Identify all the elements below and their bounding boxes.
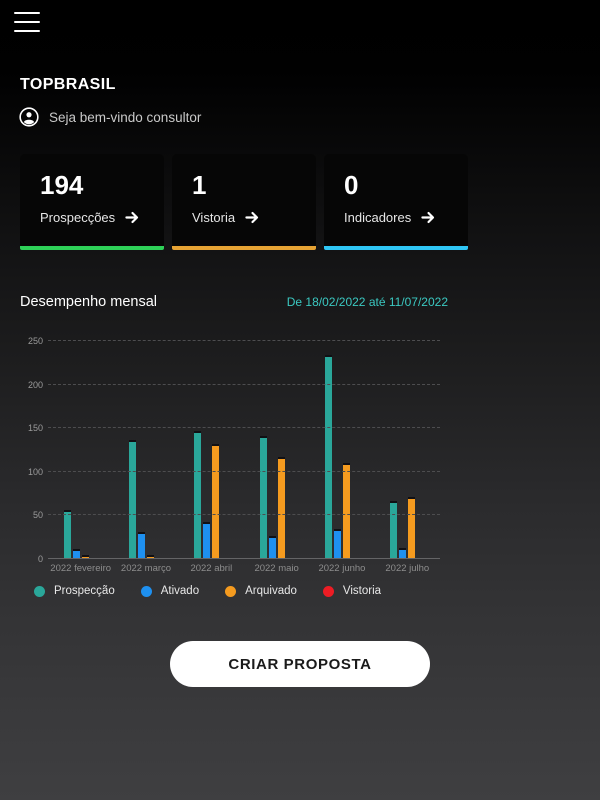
menu-bar — [14, 20, 40, 24]
chart-plot-area — [48, 336, 440, 559]
x-tick-label: 2022 fevereiro — [50, 563, 112, 574]
legend-dot — [322, 585, 334, 597]
y-tick-label: 150 — [27, 423, 43, 434]
bar-group-2022-marco — [113, 440, 178, 558]
card-value: 1 — [192, 170, 207, 200]
card-label: Prospecções — [40, 210, 116, 225]
card-label: Indicadores — [344, 210, 412, 225]
bar-ativado — [333, 529, 341, 558]
monthly-performance-chart: 0 50 100 150 200 250 2022 fevereiro 2022 março… — [20, 336, 448, 574]
bar-group-2022-abril — [179, 430, 244, 558]
bar-prospeccao — [194, 430, 202, 558]
bar-prospeccao — [63, 510, 71, 558]
welcome-row: Seja bem-vindo consultor — [19, 107, 201, 127]
card-indicadores[interactable]: 0 Indicadores — [324, 154, 468, 250]
legend-dot — [225, 585, 237, 597]
menu-icon[interactable] — [14, 12, 40, 32]
bar-arquivado — [212, 443, 220, 558]
arrow-forward-icon[interactable] — [245, 210, 260, 225]
date-range-link[interactable]: De 18/02/2022 até 11/07/2022 — [286, 295, 448, 309]
bar-arquivado — [408, 496, 416, 558]
chart-legend: Prospecção Ativado Arquivado Vistoria — [34, 585, 381, 597]
legend-item-vistoria[interactable]: Vistoria — [322, 585, 382, 597]
card-value: 194 — [40, 170, 84, 200]
chart-y-axis: 0 50 100 150 200 250 — [20, 336, 48, 564]
legend-label: Prospecção — [54, 585, 115, 597]
y-tick-label: 100 — [27, 466, 43, 477]
bar-arquivado — [277, 456, 285, 558]
y-tick-label: 0 — [37, 554, 43, 564]
legend-label: Arquivado — [245, 585, 297, 597]
bar-group-2022-julho — [375, 496, 440, 558]
card-prospeccoes[interactable]: 194 Prospecções — [20, 154, 164, 250]
bar-ativado — [137, 531, 145, 558]
bar-group-2022-fevereiro — [48, 510, 113, 558]
legend-dot — [34, 585, 45, 597]
x-tick-label: 2022 março — [120, 563, 172, 574]
bar-arquivado — [146, 555, 154, 558]
x-tick-label: 2022 abril — [190, 563, 233, 574]
card-label: Vistoria — [192, 210, 236, 225]
y-tick-label: 200 — [27, 379, 43, 390]
gridline — [48, 470, 440, 472]
bar-prospeccao — [259, 435, 267, 558]
card-accent-bar — [20, 246, 164, 250]
gridline — [48, 558, 440, 559]
bar-prospeccao — [324, 354, 332, 558]
performance-header: Desempenho mensal De 18/02/2022 até 11/0… — [20, 294, 448, 310]
x-tick-label: 2022 junho — [318, 563, 366, 574]
bar-ativado — [72, 549, 80, 558]
gridline — [48, 514, 440, 516]
card-value: 0 — [344, 170, 359, 200]
bar-ativado — [268, 536, 276, 558]
arrow-forward-icon[interactable] — [421, 210, 436, 225]
gridline — [48, 383, 440, 385]
bar-arquivado — [342, 462, 350, 558]
bar-ativado — [399, 547, 407, 558]
summary-cards: 194 Prospecções 1 Vistoria 0 Indicado — [20, 154, 468, 250]
chart-x-axis: 2022 fevereiro 2022 março 2022 abril 2022 m… — [48, 563, 440, 574]
bar-arquivado — [81, 555, 89, 558]
x-tick-label: 2022 julho — [385, 563, 430, 574]
y-tick-label: 50 — [32, 510, 43, 521]
arrow-forward-icon[interactable] — [125, 210, 140, 225]
bar-group-2022-maio — [244, 435, 309, 558]
card-vistoria[interactable]: 1 Vistoria — [172, 154, 316, 250]
gridline — [48, 340, 440, 341]
bar-prospeccao — [128, 440, 136, 558]
person-icon — [19, 107, 39, 127]
card-accent-bar — [172, 246, 316, 250]
bar-group-2022-junho — [309, 354, 374, 558]
section-title: Desempenho mensal — [20, 294, 158, 310]
brand-title: TOPBRASIL — [20, 76, 116, 93]
legend-label: Ativado — [160, 585, 200, 597]
legend-item-ativado[interactable]: Ativado — [140, 585, 200, 597]
card-accent-bar — [324, 246, 468, 250]
legend-dot — [140, 585, 152, 597]
welcome-text: Seja bem-vindo consultor — [49, 109, 202, 125]
legend-item-prospeccao[interactable]: Prospecção — [34, 585, 115, 597]
menu-bar — [14, 29, 40, 32]
bar-prospeccao — [390, 501, 398, 558]
x-tick-label: 2022 maio — [254, 563, 299, 574]
bar-ativado — [203, 522, 211, 558]
legend-label: Vistoria — [342, 585, 382, 597]
menu-bar — [14, 12, 40, 15]
legend-item-arquivado[interactable]: Arquivado — [225, 585, 297, 597]
y-tick-label: 250 — [27, 336, 43, 346]
criar-proposta-button[interactable]: CRIAR PROPOSTA — [170, 641, 430, 687]
chart-bar-groups — [48, 336, 440, 558]
gridline — [48, 427, 440, 429]
